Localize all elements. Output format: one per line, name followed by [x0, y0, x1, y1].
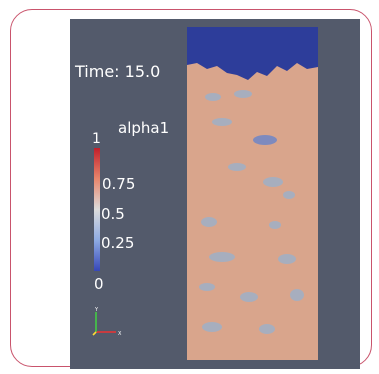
render-viewport[interactable]: Time: 15.0 alpha1 1 0.75 0.5 0.25 0 Y X: [70, 19, 360, 369]
legend-tick-075: 0.75: [102, 175, 136, 193]
legend-tick-05: 0.5: [101, 205, 125, 223]
legend-tick-1: 1: [92, 131, 101, 147]
legend-title: alpha1: [118, 119, 170, 137]
svg-text:X: X: [118, 331, 122, 337]
orientation-axes-icon: Y X: [92, 307, 122, 337]
simulation-domain: [187, 27, 318, 360]
time-label: Time: 15.0: [75, 62, 161, 81]
color-bar: [94, 148, 100, 271]
legend-tick-0: 0: [94, 275, 104, 293]
svg-text:Y: Y: [94, 307, 99, 313]
legend-tick-025: 0.25: [101, 234, 135, 252]
